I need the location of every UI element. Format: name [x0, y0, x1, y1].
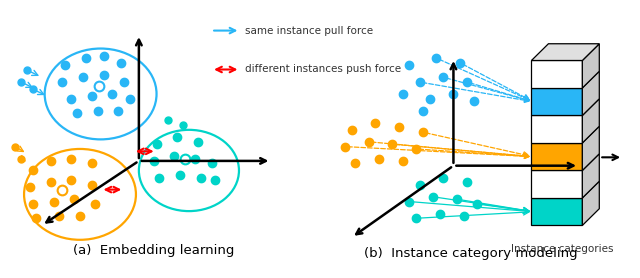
Polygon shape	[582, 181, 599, 225]
Text: Instance categories: Instance categories	[511, 244, 613, 254]
Polygon shape	[582, 71, 599, 115]
Polygon shape	[531, 170, 582, 198]
Polygon shape	[531, 115, 582, 143]
Text: different instances push force: different instances push force	[245, 64, 401, 75]
Polygon shape	[531, 143, 582, 170]
Polygon shape	[531, 61, 582, 88]
Polygon shape	[582, 99, 599, 143]
Text: (a)  Embedding learning: (a) Embedding learning	[73, 244, 234, 257]
Polygon shape	[531, 88, 582, 115]
Polygon shape	[582, 126, 599, 170]
Polygon shape	[582, 154, 599, 198]
Text: same instance pull force: same instance pull force	[245, 26, 373, 36]
Polygon shape	[582, 44, 599, 88]
Polygon shape	[531, 44, 599, 61]
Polygon shape	[531, 198, 582, 225]
Text: (b)  Instance category modeling: (b) Instance category modeling	[364, 247, 577, 260]
